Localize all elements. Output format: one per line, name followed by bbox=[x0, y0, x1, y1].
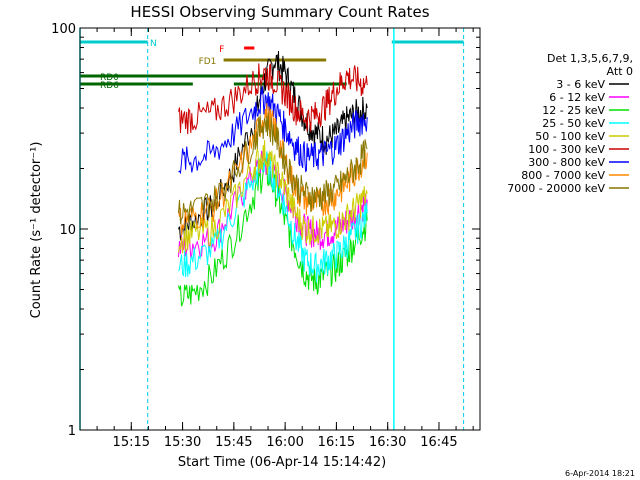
series-layer bbox=[178, 50, 368, 307]
y-axis-label: Count Rate (s⁻¹ detector⁻¹) bbox=[29, 142, 44, 319]
x-tick-label: 15:15 bbox=[113, 435, 150, 450]
legend-entry-label: 800 - 7000 keV bbox=[521, 169, 605, 182]
legend-header: Det 1,3,5,6,7,9, bbox=[547, 52, 633, 65]
y-tick-label: 10 bbox=[59, 223, 76, 238]
chart-title: HESSI Observing Summary Count Rates bbox=[130, 3, 429, 21]
series-line-300-800keV bbox=[178, 86, 368, 175]
y-tick-label: 100 bbox=[51, 22, 76, 37]
legend-entry-label: 3 - 6 keV bbox=[556, 78, 605, 91]
x-tick-label: 16:15 bbox=[318, 435, 355, 450]
series-line-800-7000keV bbox=[178, 103, 368, 236]
series-line-50-100keV bbox=[178, 139, 368, 254]
legend-header: Att 0 bbox=[607, 65, 633, 78]
legend-entry-label: 50 - 100 keV bbox=[535, 130, 605, 143]
x-tick-label: 16:00 bbox=[266, 435, 303, 450]
axes-layer: 15:15 15:30 15:45 16:00 16:15 16:30 16:45 1 10 10… bbox=[51, 22, 481, 450]
flag-label-n: N bbox=[150, 39, 157, 49]
footer-timestamp: 6-Apr-2014 18:21 bbox=[565, 469, 635, 478]
series-line-7000-20000keV bbox=[178, 112, 368, 224]
x-tick-label: 16:45 bbox=[420, 435, 457, 450]
legend-entry-label: 6 - 12 keV bbox=[549, 91, 605, 104]
legend-entry-label: 25 - 50 keV bbox=[542, 117, 605, 130]
flag-label-rd6: RD6 bbox=[100, 81, 119, 91]
legend-entry-label: 100 - 300 keV bbox=[528, 143, 605, 156]
legend-entry-label: 12 - 25 keV bbox=[542, 104, 605, 117]
series-line-100-300keV bbox=[178, 63, 368, 135]
flag-label-rd0: RD0 bbox=[100, 73, 119, 83]
flag-label-fd1: FD1 bbox=[199, 57, 217, 67]
x-axis-label: Start Time (06-Apr-14 15:14:42) bbox=[178, 455, 386, 470]
x-tick-label: 15:30 bbox=[164, 435, 201, 450]
x-tick-label: 15:45 bbox=[215, 435, 252, 450]
x-tick-label: 16:30 bbox=[369, 435, 406, 450]
y-tick-label: 1 bbox=[68, 424, 76, 439]
legend-entry-label: 300 - 800 keV bbox=[528, 156, 605, 169]
legend-entry-label: 7000 - 20000 keV bbox=[507, 182, 605, 195]
series-line-25-50keV bbox=[178, 151, 368, 283]
flag-label-f: F bbox=[219, 45, 224, 55]
